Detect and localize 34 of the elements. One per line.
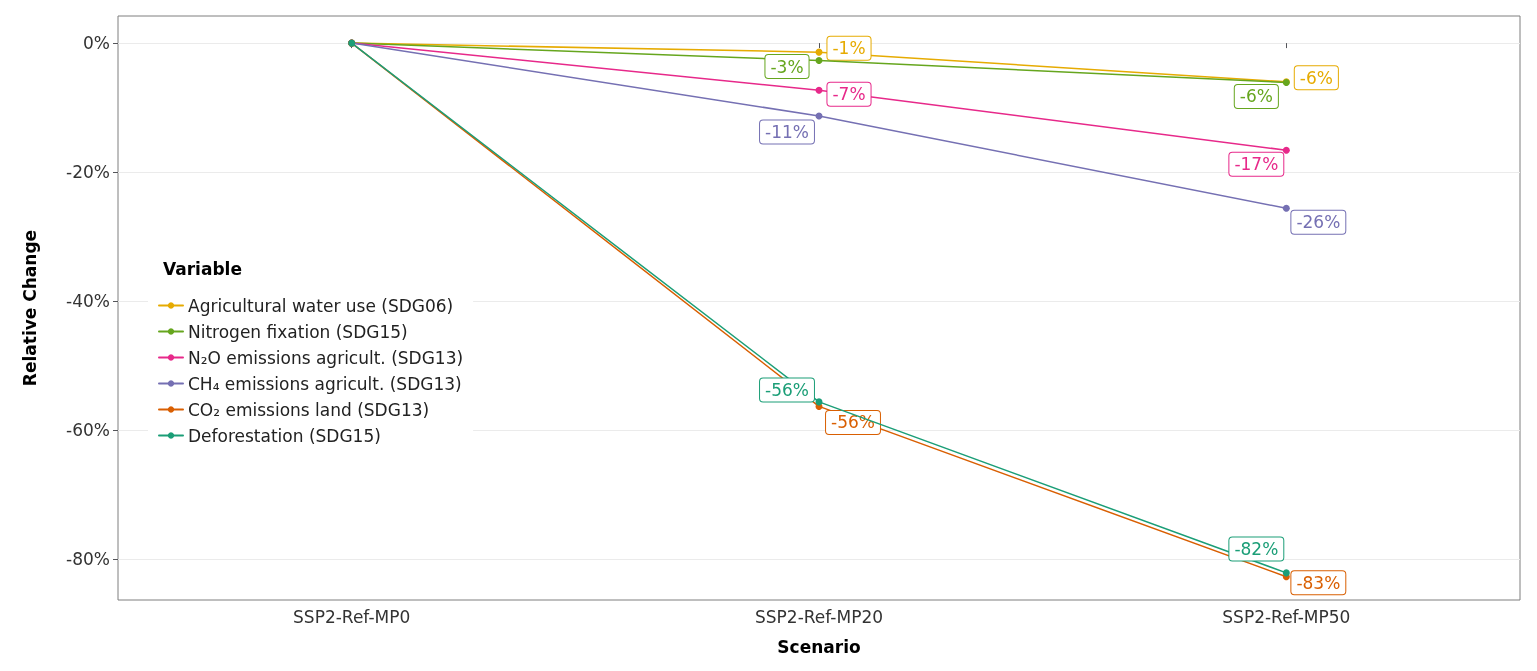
x-axis-title: Scenario — [777, 636, 861, 657]
y-tick-label: -40% — [66, 291, 110, 312]
legend-label: Deforestation (SDG15) — [188, 425, 381, 446]
point — [815, 57, 823, 65]
data-label: -3% — [770, 56, 804, 77]
data-label: -11% — [765, 122, 809, 143]
y-tick-label: -60% — [66, 420, 110, 441]
data-label: -17% — [1234, 154, 1279, 175]
data-label: -83% — [1296, 572, 1341, 593]
data-label: -56% — [831, 412, 875, 433]
legend-title: Variable — [163, 258, 242, 279]
data-label: -82% — [1234, 538, 1279, 559]
point — [815, 86, 823, 94]
legend-label: CO₂ emissions land (SDG13) — [188, 399, 430, 420]
point — [1282, 204, 1290, 212]
point — [1282, 569, 1290, 577]
legend-label: N₂O emissions agricult. (SDG13) — [188, 347, 464, 368]
point — [1282, 146, 1290, 154]
y-tick-label: -80% — [66, 549, 110, 570]
data-label: -1% — [832, 38, 866, 59]
data-label: -6% — [1299, 67, 1333, 88]
x-tick-label: SSP2-Ref-MP0 — [293, 606, 411, 627]
legend-label: Nitrogen fixation (SDG15) — [188, 321, 408, 342]
x-tick-label: SSP2-Ref-MP50 — [1222, 606, 1351, 627]
legend-label: Agricultural water use (SDG06) — [188, 295, 454, 316]
x-tick-label: SSP2-Ref-MP20 — [754, 606, 884, 627]
y-tick-label: -20% — [66, 162, 110, 183]
data-label: -7% — [832, 84, 866, 105]
y-tick-label: 0% — [83, 33, 110, 54]
data-label: -56% — [765, 379, 809, 400]
y-axis-title: Relative Change — [19, 229, 40, 387]
data-label: -6% — [1239, 86, 1273, 107]
data-label: -26% — [1296, 212, 1341, 233]
legend-label: CH₄ emissions agricult. (SDG13) — [188, 373, 462, 394]
